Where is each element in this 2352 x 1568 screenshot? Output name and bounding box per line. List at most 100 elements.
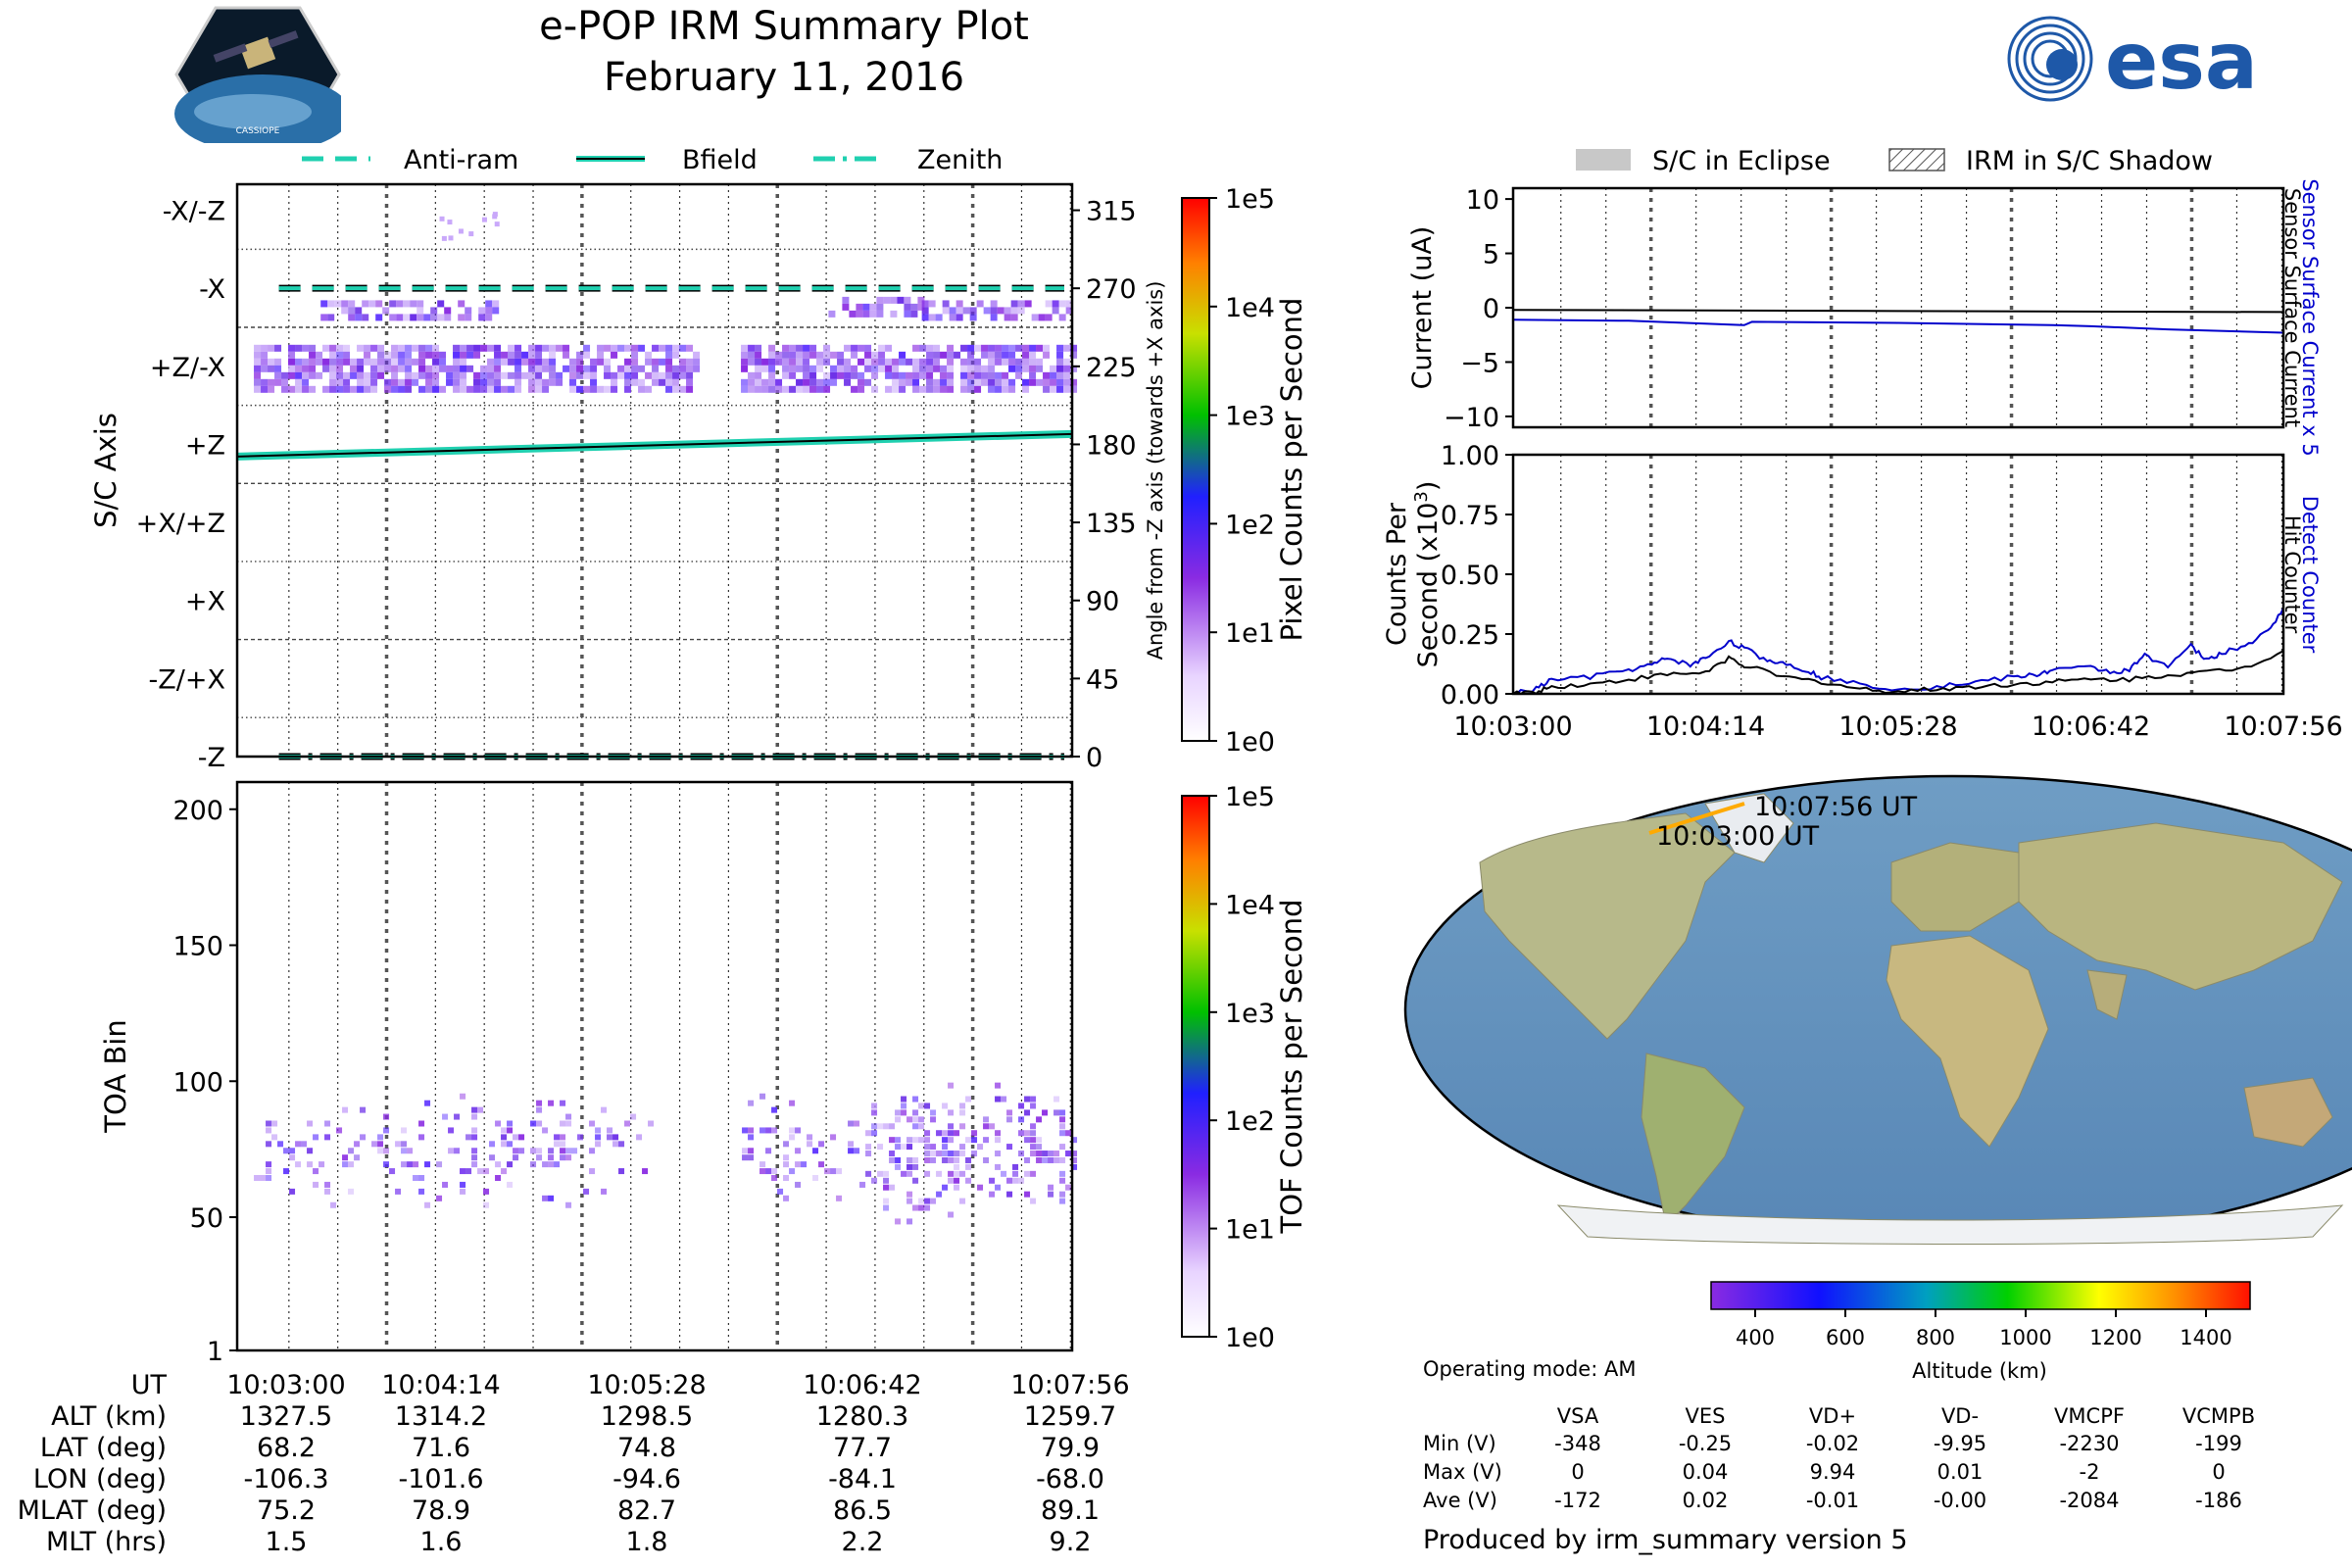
heatmap-cell [336,365,344,372]
heatmap-cell [342,1106,349,1113]
heatmap-cell [771,1175,778,1182]
heatmap-cell [948,1151,955,1157]
heatmap-cell [906,378,913,386]
heatmap-cell [742,1127,749,1134]
heatmap-cell [768,358,776,366]
heatmap-cell [348,1161,355,1168]
heatmap-cell [446,365,454,372]
heatmap-cell [1029,371,1037,379]
heatmap-cell [862,303,870,311]
heatmap-cell [398,365,406,372]
heatmap-cell [1048,1184,1054,1191]
heatmap-cell [302,371,310,379]
heatmap-cell [437,300,445,308]
status-header: VCMPB [2182,1404,2255,1428]
heatmap-cell [492,214,498,220]
heatmap-cell [830,365,838,372]
heatmap-cell [1042,1156,1049,1163]
heatmap-cell [889,1184,896,1191]
colorbar-tick-label: 1e2 [1225,1106,1275,1137]
heatmap-cell [460,365,467,372]
heatmap-cell [830,1134,837,1141]
current-frame [1511,186,2285,429]
heatmap-cell [501,358,509,366]
status-value: -0.00 [1934,1489,1986,1512]
heatmap-cell [899,385,906,393]
heatmap-cell [877,1144,884,1151]
heatmap-cell [765,1148,772,1154]
esa-logo: esa [2007,16,2258,107]
heatmap-cell [910,310,918,318]
heatmap-cell [309,385,317,393]
altitude-tick-label: 400 [1736,1326,1775,1349]
heatmap-cell [466,1134,472,1141]
ephemeris-table: UT 10:03:00 10:04:14 10:05:28 10:06:42 10:07:… [18,1370,1130,1557]
heatmap-cell [1008,351,1016,359]
heatmap-cell [405,358,413,366]
heatmap-cell [514,385,522,393]
heatmap-cell [775,358,783,366]
heatmap-cell [942,1156,949,1163]
heatmap-cell [956,314,963,321]
ephemeris-value: -84.1 [828,1464,897,1494]
altitude-colorbar-label: Altitude (km) [1912,1359,2047,1383]
heatmap-cell [748,1134,755,1141]
ephemeris-value: 77.7 [833,1433,892,1463]
heatmap-cell [398,351,406,359]
heatmap-cell [1012,1177,1019,1184]
toa-frame [235,780,1074,1352]
heatmap-cell [494,385,502,393]
colorbar-tick-label: 1e3 [1225,402,1275,432]
heatmap-cell [307,1120,314,1127]
heatmap-cell [590,358,598,366]
heatmap-cell [761,385,769,393]
heatmap-cell [471,1161,478,1168]
heatmap-cell [871,371,879,379]
heatmap-cell [912,358,920,366]
heatmap-cell [391,351,399,359]
heatmap-cell [549,371,557,379]
heatmap-cell [871,365,879,372]
heatmap-cell [818,1161,825,1168]
heatmap-cell [1050,371,1057,379]
heatmap-cell [266,1141,272,1148]
heatmap-cell [536,1154,543,1161]
heatmap-cell [1022,378,1030,386]
heatmap-cell [288,385,296,393]
heatmap-cell [495,1120,502,1127]
heatmap-cell [1036,1116,1043,1123]
heatmap-cell [432,351,440,359]
toa-tick-label: 1 [207,1337,223,1367]
heatmap-cell [652,365,660,372]
heatmap-cell [771,1127,778,1134]
heatmap-cell [1043,344,1051,352]
heatmap-cell [865,1170,872,1177]
heatmap-cell [1059,1170,1066,1177]
heatmap-cell [956,307,963,315]
heatmap-cell [583,351,591,359]
heatmap-cell [988,351,996,359]
heatmap-cell [494,344,502,352]
heatmap-cell [631,365,639,372]
heatmap-cell [807,1141,813,1148]
heatmap-cell [261,365,269,372]
heatmap-cell [364,344,371,352]
current-y2label-blue: Sensor Surface Current x 5 [2298,178,2322,456]
heatmap-cell [1036,1144,1043,1151]
heatmap-cell [403,300,411,308]
heatmap-cell [883,1170,890,1177]
heatmap-cell [1029,358,1037,366]
heatmap-cell [536,1120,543,1127]
heatmap-cell [921,314,929,321]
sc-axis-frame [235,182,1074,759]
heatmap-cell [405,385,413,393]
heatmap-cell [309,371,317,379]
counts-series-line [1512,607,2284,695]
altitude-colorbar [1710,1281,2251,1310]
status-value: 0.02 [1683,1489,1729,1512]
heatmap-cell [741,344,749,352]
heatmap-cell [336,371,344,379]
heatmap-cell [425,344,433,352]
heatmap-cell [1063,378,1071,386]
heatmap-cell [1002,344,1009,352]
